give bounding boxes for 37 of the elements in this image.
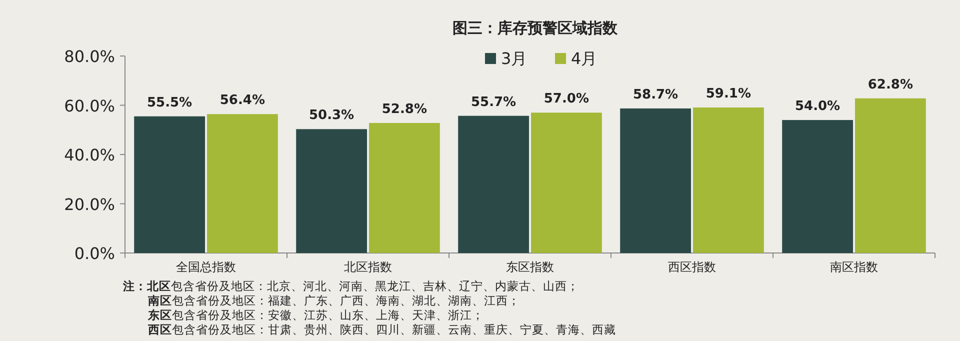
data-label: 58.7% bbox=[632, 87, 678, 102]
chart-title: 图三：库存预警区域指数 bbox=[452, 19, 618, 37]
bar bbox=[620, 108, 691, 253]
bar bbox=[693, 107, 764, 253]
data-label: 59.1% bbox=[706, 86, 752, 102]
bar bbox=[855, 98, 926, 253]
y-tick-label: 20.0% bbox=[64, 194, 115, 214]
data-label: 62.8% bbox=[868, 77, 914, 92]
data-label: 54.0% bbox=[794, 99, 840, 114]
bar bbox=[782, 120, 853, 253]
data-label: 55.5% bbox=[146, 95, 192, 110]
bar bbox=[296, 129, 367, 253]
y-tick-label: 40.0% bbox=[64, 146, 115, 164]
x-tick-label: 东区指数 bbox=[506, 260, 554, 274]
text: 注：北区包含省份及地区：北京、河北、河南、黑龙江、吉林、辽宁、内蒙古、山西； bbox=[122, 279, 579, 293]
text: 西区包含省份及地区：甘肃、贵州、陕西、四川、新疆、云南、重庆、宁夏、青海、西藏 bbox=[147, 322, 616, 336]
data-label: 50.3% bbox=[308, 108, 354, 124]
text: 东区包含省份及地区：安徽、江苏、山东、上海、天津、浙江； bbox=[147, 308, 484, 322]
x-tick-label: 全国总指数 bbox=[176, 260, 236, 274]
legend-label: 3月 bbox=[501, 49, 528, 68]
bar bbox=[207, 114, 278, 253]
bar bbox=[369, 122, 440, 253]
y-tick-label: 0.0% bbox=[74, 244, 115, 263]
legend-label: 4月 bbox=[571, 49, 598, 68]
x-tick-label: 南区指数 bbox=[830, 260, 878, 274]
data-label: 56.4% bbox=[220, 93, 266, 108]
text: 南区包含省份及地区：福建、广东、广西、海南、湖北、湖南、江西； bbox=[147, 294, 520, 308]
y-tick-label: 60.0% bbox=[64, 96, 115, 116]
x-tick-label: 西区指数 bbox=[668, 260, 716, 274]
data-label: 57.0% bbox=[544, 92, 590, 107]
bar bbox=[134, 116, 205, 253]
data-label: 55.7% bbox=[470, 94, 516, 110]
data-label: 52.8% bbox=[382, 102, 428, 117]
bar bbox=[458, 116, 529, 253]
bar bbox=[531, 112, 602, 253]
y-tick-label: 80.0% bbox=[64, 47, 115, 66]
x-tick-label: 北区指数 bbox=[344, 260, 392, 274]
